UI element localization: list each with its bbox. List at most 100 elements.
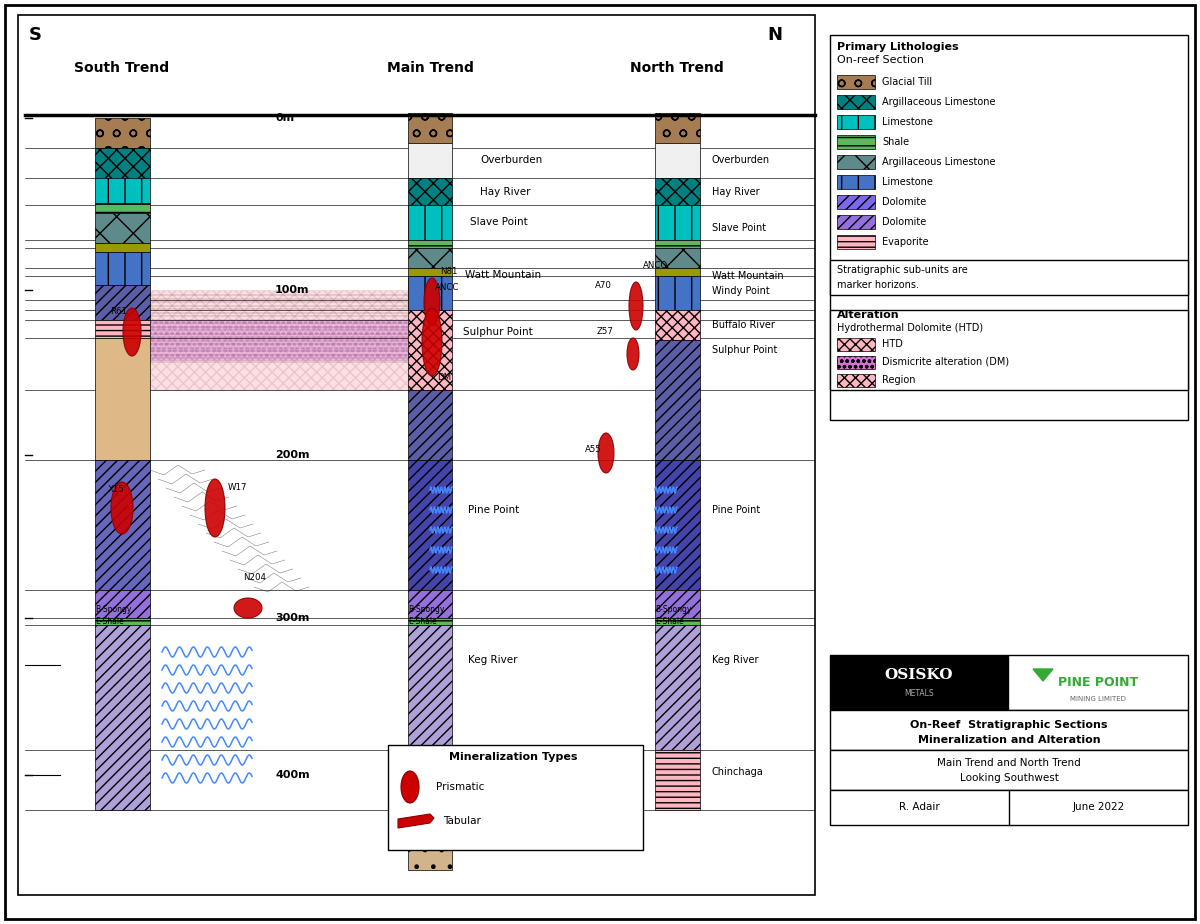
Bar	[655, 618, 700, 625]
Text: Mineralization and Alteration: Mineralization and Alteration	[918, 735, 1100, 745]
Text: ANCO: ANCO	[643, 261, 668, 271]
Polygon shape	[150, 290, 408, 390]
Bar	[838, 195, 875, 209]
Text: B-Spongy: B-Spongy	[655, 604, 691, 614]
Polygon shape	[398, 814, 434, 828]
Bar	[95, 118, 150, 148]
Bar	[655, 268, 700, 276]
Bar	[830, 260, 1188, 295]
Text: N81: N81	[440, 268, 457, 276]
Text: North Trend: North Trend	[630, 61, 724, 75]
Ellipse shape	[401, 771, 419, 803]
Bar	[408, 143, 452, 178]
Text: On-Reef  Stratigraphic Sections: On-Reef Stratigraphic Sections	[911, 720, 1108, 730]
Bar	[838, 155, 875, 169]
Ellipse shape	[422, 308, 442, 376]
Bar	[655, 460, 700, 590]
Bar	[655, 625, 700, 750]
Text: ANCC: ANCC	[436, 284, 460, 293]
Text: 100m: 100m	[275, 285, 310, 295]
Text: Argillaceous Limestone: Argillaceous Limestone	[882, 97, 996, 107]
Text: Keg River: Keg River	[712, 655, 758, 665]
Bar	[95, 618, 150, 625]
Bar	[830, 35, 1188, 420]
Bar	[655, 310, 700, 340]
Text: R61: R61	[110, 308, 127, 317]
Text: Limestone: Limestone	[882, 177, 932, 187]
Bar	[655, 240, 700, 248]
Text: Keg River: Keg River	[468, 655, 517, 665]
Text: Glacial Till: Glacial Till	[882, 77, 932, 87]
Bar	[18, 15, 815, 895]
Bar	[408, 178, 452, 205]
Text: W17: W17	[228, 483, 247, 492]
Bar	[408, 625, 452, 750]
Text: Windy Point: Windy Point	[712, 286, 769, 296]
Bar	[655, 340, 700, 460]
Text: Hay River: Hay River	[480, 187, 530, 197]
Bar	[408, 810, 452, 870]
Text: E-Shale: E-Shale	[655, 616, 684, 626]
Bar	[838, 175, 875, 189]
Bar	[655, 143, 700, 178]
Text: On-reef Section: On-reef Section	[838, 55, 924, 65]
Text: Gold Lake: Gold Lake	[420, 837, 472, 847]
Bar	[408, 276, 452, 310]
Bar	[655, 113, 700, 143]
Text: B-Spongy: B-Spongy	[95, 604, 131, 614]
Bar	[838, 215, 875, 229]
Bar	[655, 205, 700, 240]
Text: Chinchaga: Chinchaga	[420, 767, 475, 777]
Text: Overburden: Overburden	[712, 155, 770, 165]
Bar	[408, 113, 452, 143]
Bar	[838, 75, 875, 89]
Bar	[95, 252, 150, 285]
Bar	[838, 115, 875, 129]
Text: S: S	[29, 26, 42, 44]
Bar	[830, 655, 1008, 710]
Bar	[95, 213, 150, 243]
Text: Z57: Z57	[598, 327, 614, 336]
Bar	[655, 590, 700, 618]
Text: marker horizons.: marker horizons.	[838, 280, 919, 290]
Text: Tabular: Tabular	[443, 816, 481, 826]
Text: Looking Southwest: Looking Southwest	[960, 773, 1058, 783]
Bar	[95, 625, 150, 810]
Text: Watt Mountain: Watt Mountain	[712, 271, 784, 281]
Bar	[95, 285, 150, 320]
Bar	[95, 148, 150, 178]
Ellipse shape	[629, 282, 643, 330]
Text: Sulphur Point: Sulphur Point	[712, 345, 778, 355]
Text: N204: N204	[242, 573, 266, 581]
Bar	[830, 710, 1188, 750]
Ellipse shape	[124, 308, 142, 356]
Text: Main Trend: Main Trend	[386, 61, 474, 75]
Bar	[408, 310, 452, 390]
Text: MINING LIMITED: MINING LIMITED	[1070, 696, 1126, 702]
Bar	[95, 590, 150, 618]
Text: June 2022: June 2022	[1073, 802, 1126, 812]
Bar	[95, 338, 150, 460]
Text: Sulphur Point: Sulphur Point	[463, 327, 533, 337]
Text: Pine Point: Pine Point	[468, 505, 520, 515]
Text: N: N	[768, 26, 782, 44]
Text: Primary Lithologies: Primary Lithologies	[838, 42, 959, 52]
Text: E-Shale: E-Shale	[408, 616, 437, 626]
Text: 300m: 300m	[275, 613, 310, 623]
Text: 200m: 200m	[275, 450, 310, 460]
Bar	[830, 790, 1188, 825]
Text: Shale: Shale	[882, 137, 910, 147]
Text: B-Spongy: B-Spongy	[408, 604, 444, 614]
Text: 400m: 400m	[275, 770, 310, 780]
Bar	[408, 590, 452, 618]
Text: Slave Point: Slave Point	[470, 217, 528, 227]
Ellipse shape	[205, 479, 226, 537]
Bar	[95, 178, 150, 203]
Bar	[655, 248, 700, 268]
Polygon shape	[150, 320, 408, 360]
Bar	[838, 235, 875, 249]
Text: 0m: 0m	[275, 113, 294, 123]
Text: OSISKO: OSISKO	[884, 668, 953, 682]
Bar	[408, 460, 452, 590]
Bar	[95, 203, 150, 213]
